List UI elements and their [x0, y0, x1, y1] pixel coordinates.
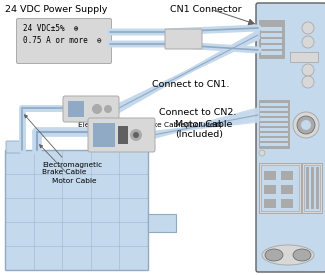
Circle shape [302, 76, 314, 88]
Bar [261, 33, 282, 37]
Bar [260, 103, 288, 106]
Bar [260, 138, 288, 141]
Bar [264, 185, 276, 194]
FancyBboxPatch shape [6, 141, 22, 153]
Circle shape [104, 105, 112, 113]
Bar [261, 39, 282, 43]
Bar [264, 171, 276, 180]
Circle shape [302, 22, 314, 34]
FancyBboxPatch shape [302, 163, 322, 213]
FancyBboxPatch shape [63, 96, 119, 122]
Bar [261, 27, 282, 31]
Circle shape [130, 129, 142, 141]
Bar [281, 199, 293, 208]
Text: Electromagnetic Brake Cable(Included): Electromagnetic Brake Cable(Included) [78, 122, 222, 128]
Ellipse shape [262, 245, 314, 265]
Bar [260, 133, 288, 136]
Text: Connect to CN1.: Connect to CN1. [152, 80, 229, 89]
FancyBboxPatch shape [256, 3, 325, 272]
Circle shape [92, 104, 102, 114]
Text: 0.75 A or more  ⊖: 0.75 A or more ⊖ [23, 36, 102, 45]
Bar [316, 167, 319, 209]
Ellipse shape [265, 249, 283, 261]
Text: Electromagnetic
Brake Cable: Electromagnetic Brake Cable [24, 115, 102, 175]
Bar [260, 117, 288, 121]
Bar [306, 167, 309, 209]
FancyBboxPatch shape [304, 165, 320, 211]
Circle shape [293, 112, 319, 138]
Bar [68, 101, 84, 117]
Bar [260, 122, 288, 126]
FancyBboxPatch shape [259, 20, 284, 58]
Text: 24 VDC±5%  ⊕: 24 VDC±5% ⊕ [23, 24, 79, 33]
FancyBboxPatch shape [259, 163, 301, 213]
FancyBboxPatch shape [290, 52, 318, 62]
Circle shape [302, 36, 314, 48]
Bar [311, 167, 314, 209]
Circle shape [301, 120, 311, 130]
Bar [260, 142, 288, 146]
Bar [281, 171, 293, 180]
FancyBboxPatch shape [17, 18, 111, 64]
FancyBboxPatch shape [261, 165, 299, 211]
FancyBboxPatch shape [259, 100, 289, 148]
Circle shape [302, 64, 314, 76]
FancyBboxPatch shape [165, 29, 202, 49]
FancyBboxPatch shape [88, 118, 155, 152]
Text: Motor Cable: Motor Cable [40, 145, 97, 184]
Bar [261, 51, 282, 55]
Circle shape [297, 116, 315, 134]
Text: Connect to CN2.: Connect to CN2. [159, 108, 236, 117]
Bar [264, 199, 276, 208]
Bar [93, 123, 115, 147]
Circle shape [259, 150, 265, 156]
Text: CN1 Connector: CN1 Connector [170, 5, 241, 14]
Text: 24 VDC Power Supply: 24 VDC Power Supply [5, 5, 107, 14]
Circle shape [133, 132, 139, 138]
Bar [261, 45, 282, 49]
Bar [118, 126, 128, 144]
Bar [260, 128, 288, 131]
Text: Motor Cable
(Included): Motor Cable (Included) [175, 120, 232, 139]
Bar [260, 112, 288, 116]
Bar [148, 214, 176, 232]
Bar [260, 108, 288, 111]
Bar [281, 185, 293, 194]
FancyBboxPatch shape [5, 150, 148, 270]
Ellipse shape [293, 249, 311, 261]
